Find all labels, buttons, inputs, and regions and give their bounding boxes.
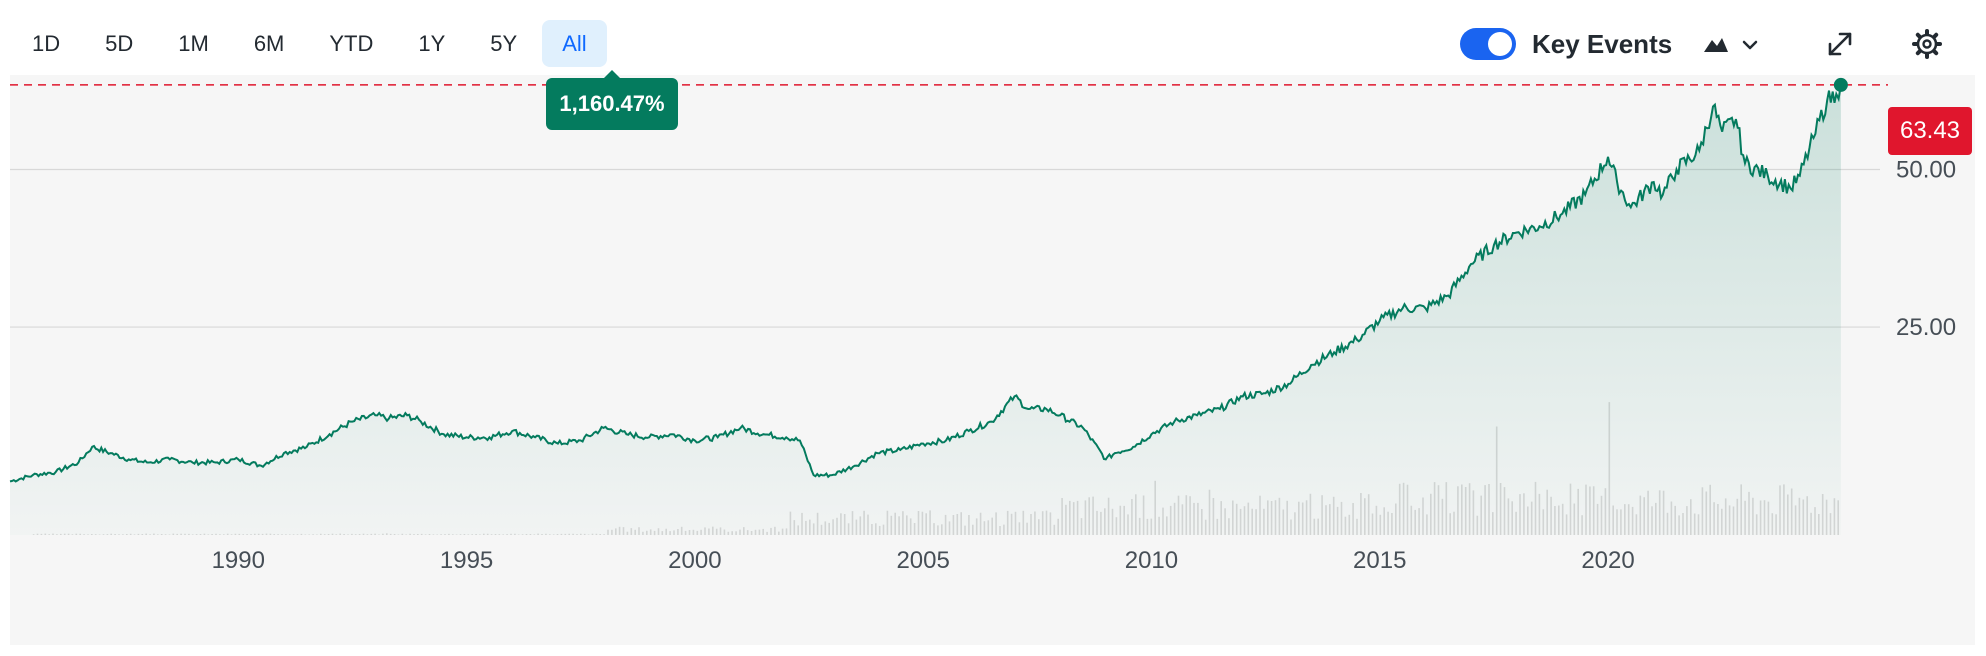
price-line <box>9 84 1842 483</box>
x-tick-label: 2010 <box>1125 547 1178 574</box>
range-button-5d[interactable]: 5D <box>105 31 134 56</box>
range-button-1d[interactable]: 1D <box>32 31 61 56</box>
key-events-label: Key Events <box>1532 29 1673 59</box>
range-selector: 1D 5D 1M 6M YTD 1Y 5Y All <box>12 20 612 67</box>
chart-type-button[interactable] <box>1700 26 1766 62</box>
range-button-1y[interactable]: 1Y <box>418 31 446 56</box>
settings-button[interactable] <box>1907 24 1947 64</box>
range-button-all[interactable]: All <box>542 20 607 67</box>
x-tick-label: 2020 <box>1581 547 1634 574</box>
toggle-knob <box>1488 32 1512 56</box>
x-tick-label: 2005 <box>896 547 949 574</box>
chart-toolbar: 1D 5D 1M 6M YTD 1Y 5Y All Key Events <box>0 0 1986 75</box>
last-price-point <box>1833 77 1848 92</box>
x-tick-label: 2000 <box>668 547 721 574</box>
key-events-toggle[interactable] <box>1460 28 1516 60</box>
gear-icon <box>1912 29 1942 59</box>
y-tick-label: 25.00 <box>1896 314 1956 341</box>
x-tick-label: 1995 <box>440 547 493 574</box>
chevron-down-icon <box>1742 40 1758 50</box>
current-price-tag: 63.43 <box>1888 107 1972 155</box>
range-button-1m[interactable]: 1M <box>178 31 209 56</box>
range-button-6m[interactable]: 6M <box>253 31 285 56</box>
price-area <box>10 84 1841 536</box>
mountain-chart-icon <box>1704 38 1728 52</box>
range-button-5y[interactable]: 5Y <box>490 31 518 56</box>
performance-badge: 1,160.47% <box>546 70 678 130</box>
expand-button[interactable] <box>1820 24 1860 64</box>
y-tick-label: 50.00 <box>1896 157 1956 184</box>
expand-icon <box>1828 32 1852 56</box>
x-tick-label: 2015 <box>1353 547 1406 574</box>
x-tick-label: 1990 <box>212 547 265 574</box>
range-button-ytd[interactable]: YTD <box>329 31 374 56</box>
